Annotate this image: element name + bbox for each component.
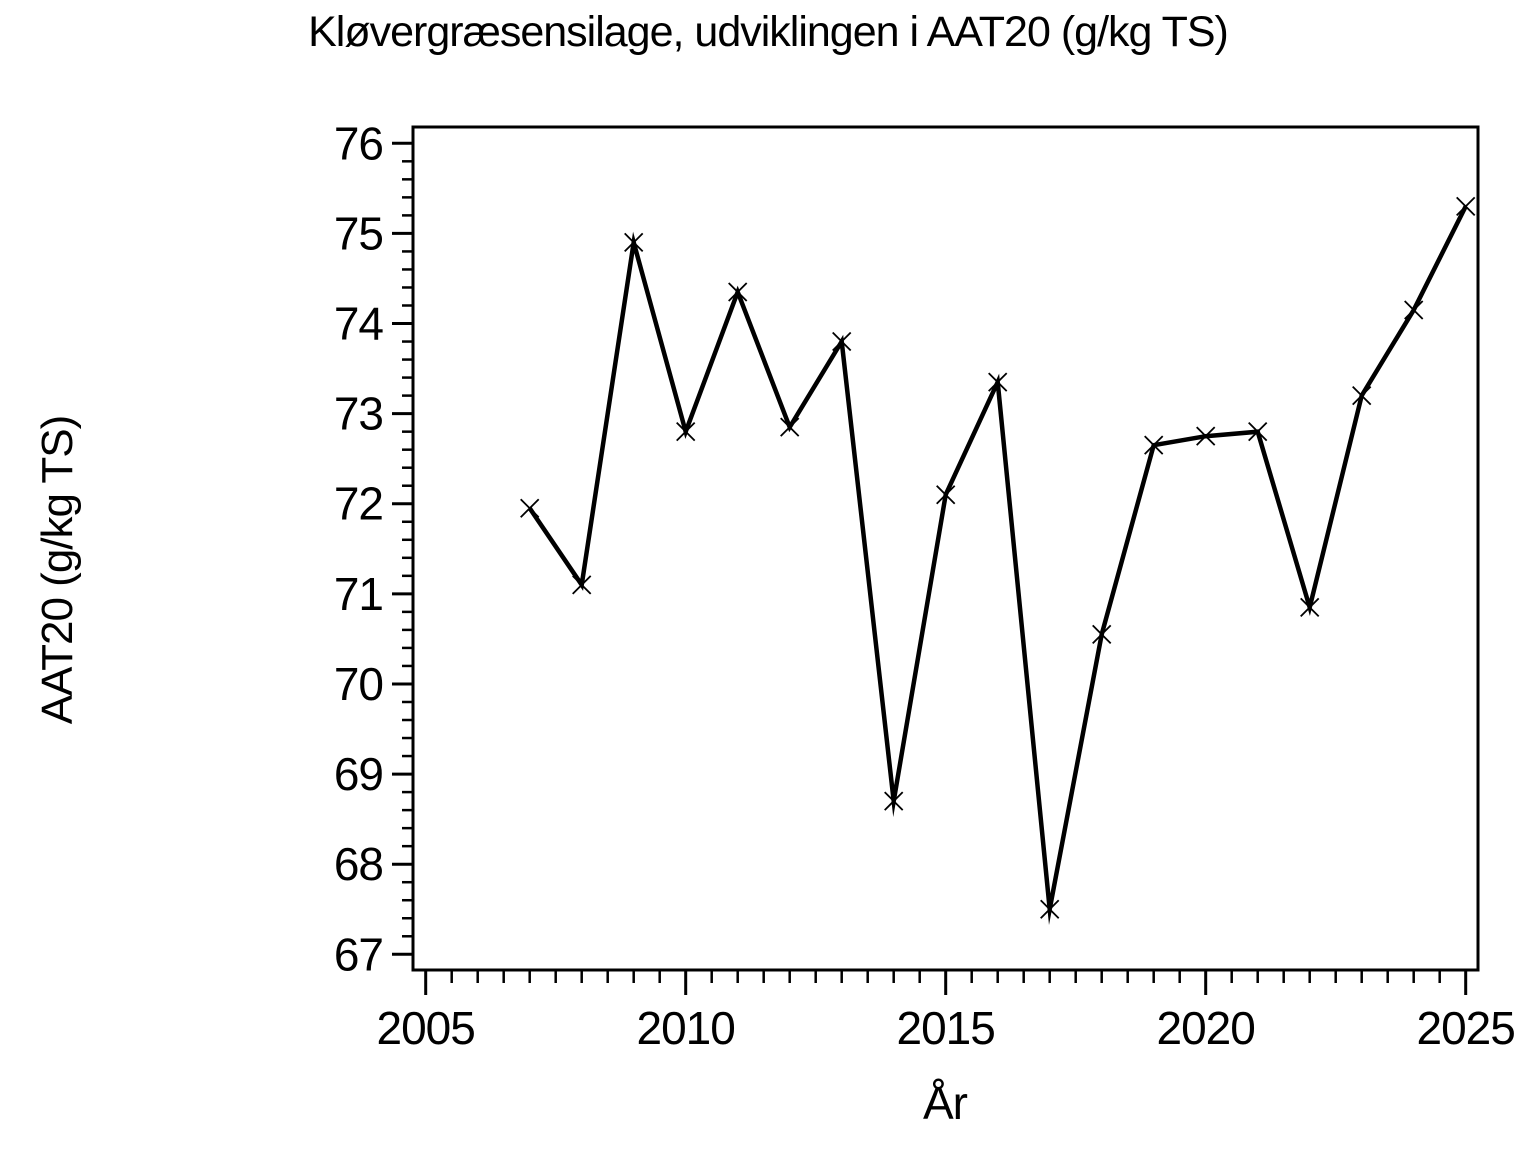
x-tick-label: 2025 <box>1417 1002 1515 1054</box>
data-point-marker <box>728 282 748 302</box>
data-point-marker <box>1144 435 1164 455</box>
data-point-marker <box>780 417 800 437</box>
chart-title: Kløvergræsensilage, udviklingen i AAT20 … <box>308 8 1229 56</box>
data-point-marker <box>832 331 852 352</box>
data-point-marker <box>1300 597 1320 618</box>
data-point-marker <box>1040 899 1060 919</box>
y-axis-title: AAT20 (g/kg TS) <box>33 415 82 725</box>
y-tick-label: 71 <box>334 568 383 620</box>
data-point-marker <box>884 791 904 811</box>
data-point-marker <box>1092 624 1112 645</box>
data-point-marker <box>520 498 540 518</box>
x-tick-label: 2010 <box>637 1002 735 1054</box>
y-tick-label: 73 <box>334 388 383 440</box>
y-tick-label: 67 <box>334 928 383 980</box>
data-point-marker <box>936 485 956 505</box>
axis-frame <box>411 125 1480 972</box>
y-tick-label: 68 <box>334 838 383 890</box>
data-point-marker <box>676 422 696 442</box>
x-tick-label: 2020 <box>1157 1002 1255 1054</box>
y-tick-label: 74 <box>334 298 384 350</box>
data-point-marker <box>1352 385 1372 406</box>
y-tick-label: 69 <box>334 748 383 800</box>
data-point-marker <box>1196 426 1216 446</box>
data-line <box>527 205 1468 926</box>
y-tick-label: 72 <box>334 478 383 530</box>
y-tick-label: 76 <box>334 117 383 169</box>
x-axis-title: År <box>923 1077 968 1129</box>
data-point-marker <box>988 372 1008 392</box>
x-tick-label: 2005 <box>377 1002 475 1054</box>
data-point-marker <box>572 575 592 595</box>
y-tick-label: 75 <box>334 207 383 259</box>
data-point-marker <box>1456 196 1476 217</box>
data-point-marker <box>1248 422 1268 442</box>
x-tick-label: 2015 <box>897 1002 995 1054</box>
data-point-marker <box>1404 300 1424 320</box>
y-tick-label: 70 <box>334 658 383 710</box>
data-point-marker <box>624 232 644 253</box>
